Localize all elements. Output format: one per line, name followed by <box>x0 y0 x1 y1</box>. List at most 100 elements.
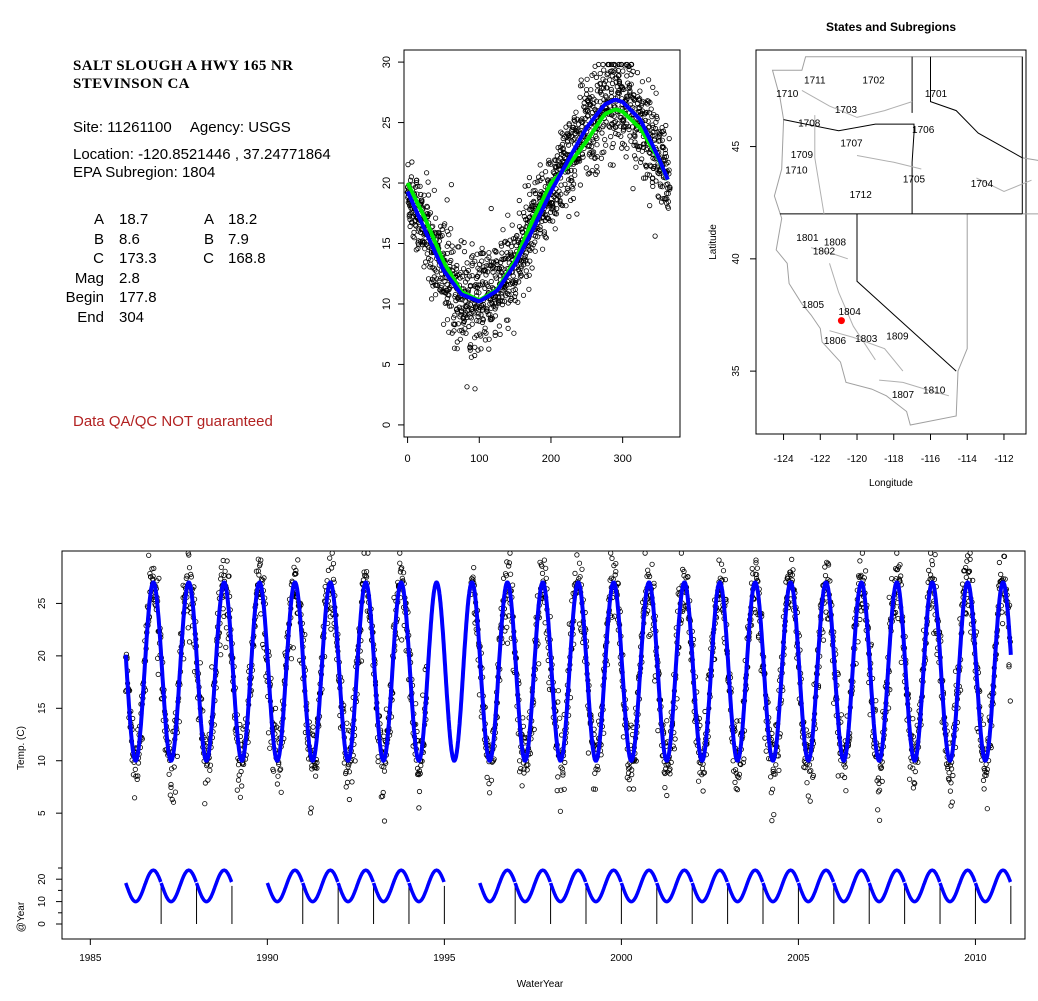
data-point <box>341 760 347 766</box>
data-point <box>459 327 465 333</box>
data-point <box>509 222 515 228</box>
region-label: 1804 <box>839 307 862 318</box>
data-point <box>506 291 512 298</box>
data-point <box>566 213 572 220</box>
data-point <box>425 179 431 185</box>
data-point <box>155 671 161 678</box>
data-point <box>464 384 470 390</box>
data-point <box>736 771 743 777</box>
data-point <box>585 112 591 119</box>
data-point <box>492 300 498 306</box>
data-point <box>458 238 464 244</box>
data-point <box>532 188 538 194</box>
data-point <box>547 218 553 224</box>
x-tick-label: -114 <box>958 454 978 465</box>
data-point <box>365 550 371 556</box>
location-label: Location: <box>73 146 134 163</box>
data-point <box>701 770 707 776</box>
data-point <box>277 766 284 772</box>
data-point <box>601 149 607 155</box>
data-point <box>651 580 657 586</box>
data-point <box>648 106 654 112</box>
data-point <box>804 780 810 786</box>
data-point <box>583 165 589 171</box>
data-point <box>500 575 507 581</box>
annual-fit-curve <box>832 868 871 904</box>
data-point <box>639 110 645 117</box>
region-label: 1707 <box>840 139 863 150</box>
data-point <box>416 805 422 811</box>
data-point <box>630 186 636 192</box>
data-point <box>822 572 829 579</box>
data-point <box>274 781 280 787</box>
data-point <box>910 785 917 791</box>
data-point <box>590 786 597 792</box>
y-tick-label: 40 <box>731 253 742 265</box>
data-point <box>490 259 497 265</box>
annual-fit-curve <box>761 868 800 904</box>
parameter-key: B <box>93 230 104 248</box>
parameter-key: C <box>203 250 214 267</box>
location-value: -120.8521446 , 37.24771864 <box>138 146 331 163</box>
data-point <box>610 141 616 147</box>
data-point <box>224 558 230 564</box>
data-point <box>135 773 141 779</box>
data-point <box>554 206 560 212</box>
data-point <box>499 298 505 304</box>
data-point <box>502 256 509 262</box>
data-point <box>426 211 432 218</box>
data-point <box>428 257 434 263</box>
data-point <box>511 293 518 300</box>
data-point <box>445 240 452 246</box>
data-point <box>312 773 319 779</box>
data-point <box>454 346 460 352</box>
data-point <box>664 718 670 724</box>
state-border <box>856 213 957 372</box>
data-point <box>808 767 814 774</box>
data-point <box>601 67 607 73</box>
data-point <box>539 175 545 181</box>
data-point <box>641 141 647 147</box>
data-point <box>450 315 457 321</box>
data-point <box>653 119 659 125</box>
data-point <box>226 573 232 579</box>
data-point <box>535 234 541 240</box>
data-point <box>542 212 548 218</box>
data-point <box>418 191 424 198</box>
fit-curve <box>123 580 1013 763</box>
data-point <box>627 88 633 94</box>
data-point <box>328 565 335 571</box>
data-point <box>967 550 973 556</box>
data-point <box>600 61 606 68</box>
data-point <box>950 772 956 779</box>
data-point <box>616 90 622 97</box>
data-point <box>543 575 549 581</box>
data-point <box>467 347 473 353</box>
parameter-row: End 304 <box>44 308 144 327</box>
data-point <box>768 790 774 796</box>
data-point <box>603 119 609 125</box>
data-point <box>490 269 496 275</box>
data-point <box>479 258 485 264</box>
data-point <box>620 117 627 124</box>
data-point <box>876 787 883 793</box>
data-point <box>981 786 987 792</box>
data-point <box>897 562 903 568</box>
data-point <box>516 210 522 216</box>
region-label: 1806 <box>824 336 847 347</box>
data-point <box>789 556 795 563</box>
parameter-row: Begin 177.8 <box>44 288 157 307</box>
scatter-plot-frame <box>403 49 681 438</box>
subregion-boundary <box>976 177 1032 193</box>
data-point <box>270 768 277 774</box>
data-point <box>496 323 502 329</box>
state-border <box>783 119 915 214</box>
y-tick-label: 10 <box>37 755 48 767</box>
x-tick-label: -120 <box>847 454 867 465</box>
data-point <box>446 292 452 298</box>
data-point <box>653 113 660 120</box>
data-point <box>469 262 475 269</box>
annual-fit-curve <box>548 868 588 904</box>
data-point <box>488 278 494 285</box>
data-point <box>413 247 419 253</box>
